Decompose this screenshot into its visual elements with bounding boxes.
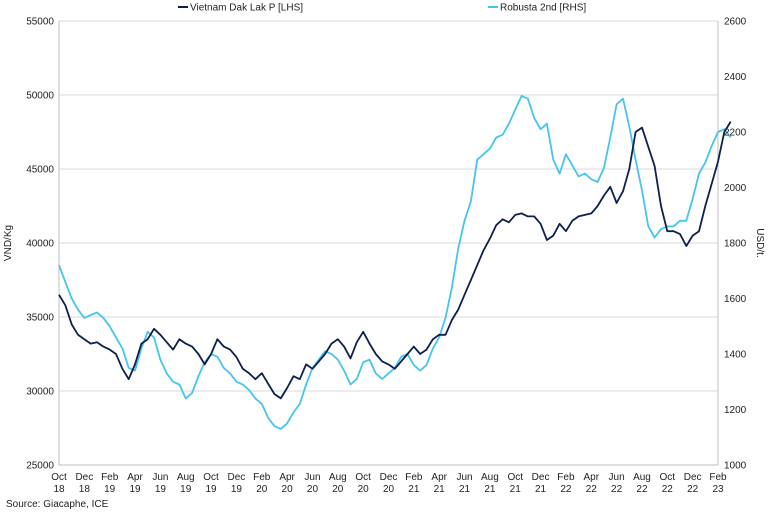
y-left-tick-label: 30000 <box>26 387 54 398</box>
series-line-dak-lak <box>58 121 732 400</box>
x-tick-year: 19 <box>129 484 141 495</box>
x-tick-month: Dec <box>532 472 550 483</box>
y-left-tick-label: 25000 <box>26 461 54 472</box>
x-tick-month: Oct <box>203 472 219 483</box>
x-tick-year: 20 <box>332 484 344 495</box>
x-tick-year: 23 <box>712 484 724 495</box>
y-left-tick-label: 40000 <box>26 239 54 250</box>
x-tick-month: Feb <box>709 472 727 483</box>
y-right-tick-label: 2400 <box>724 72 747 83</box>
x-tick-month: Aug <box>329 472 347 483</box>
x-tick-month: Dec <box>228 472 246 483</box>
x-tick-year: 20 <box>307 484 319 495</box>
x-tick-year: 19 <box>231 484 243 495</box>
x-tick-year: 22 <box>687 484 699 495</box>
x-tick-year: 20 <box>383 484 395 495</box>
x-tick-year: 20 <box>358 484 370 495</box>
series-line-robusta <box>58 95 732 430</box>
x-tick-month: Jun <box>456 472 472 483</box>
gridlines <box>59 20 718 392</box>
x-tick-month: Dec <box>684 472 702 483</box>
y-left-tick-label: 35000 <box>26 313 54 324</box>
y-right-tick-label: 1800 <box>724 239 747 250</box>
x-tick-month: Oct <box>660 472 676 483</box>
x-tick-year: 19 <box>206 484 218 495</box>
y-right-tick-label: 1200 <box>724 405 747 416</box>
y-right-tick-label: 2600 <box>724 17 747 28</box>
x-tick-year: 18 <box>53 484 65 495</box>
x-tick-month: Feb <box>405 472 423 483</box>
x-tick-year: 20 <box>282 484 294 495</box>
x-tick-month: Feb <box>253 472 271 483</box>
x-tick-month: Oct <box>507 472 523 483</box>
x-tick-month: Dec <box>75 472 93 483</box>
x-tick-year: 21 <box>510 484 522 495</box>
x-tick-year: 21 <box>535 484 547 495</box>
x-tick-month: Apr <box>583 472 599 483</box>
legend: Vietnam Dak Lak P [LHS] Robusta 2nd [RHS… <box>178 3 586 14</box>
x-tick-year: 21 <box>484 484 496 495</box>
x-tick-year: 22 <box>662 484 674 495</box>
y-right-tick-label: 2200 <box>724 128 747 139</box>
y-axis-right-title: USD/t. <box>754 228 765 257</box>
legend-label-dak-lak: Vietnam Dak Lak P [LHS] <box>190 3 303 14</box>
x-tick-month: Feb <box>557 472 575 483</box>
x-tick-year: 22 <box>611 484 623 495</box>
x-tick-month: Apr <box>431 472 447 483</box>
y-right-tick-label: 1400 <box>724 350 747 361</box>
x-tick-year: 22 <box>560 484 572 495</box>
x-tick-year: 19 <box>180 484 192 495</box>
x-tick-year: 21 <box>459 484 471 495</box>
x-tick-year: 18 <box>79 484 91 495</box>
x-tick-month: Oct <box>355 472 371 483</box>
series-layer <box>58 95 732 430</box>
source-note: Source: Giacaphe, ICE <box>6 499 109 510</box>
x-tick-month: Jun <box>304 472 320 483</box>
y-left-tick-label: 45000 <box>26 165 54 176</box>
x-tick-month: Jun <box>609 472 625 483</box>
y-right-tick-label: 2000 <box>724 183 747 194</box>
x-tick-year: 21 <box>434 484 446 495</box>
x-tick-year: 22 <box>636 484 648 495</box>
x-tick-month: Aug <box>481 472 499 483</box>
y-left-tick-label: 55000 <box>26 17 54 28</box>
left-axis-ticks: 25000 30000 35000 40000 45000 50000 55000 <box>26 17 54 472</box>
legend-label-robusta: Robusta 2nd [RHS] <box>500 3 586 14</box>
x-tick-month: Feb <box>101 472 119 483</box>
x-tick-year: 21 <box>408 484 420 495</box>
x-tick-month: Aug <box>177 472 195 483</box>
y-right-tick-label: 1000 <box>724 461 747 472</box>
x-axis-ticks: Oct18Dec18Feb19Apr19Jun19Aug19Oct19Dec19… <box>51 472 727 495</box>
x-tick-year: 19 <box>155 484 167 495</box>
right-axis-ticks: 1000 1200 1400 1600 1800 2000 2200 2400 2600 <box>724 17 747 472</box>
x-tick-month: Oct <box>51 472 67 483</box>
x-tick-year: 19 <box>104 484 116 495</box>
y-axis-left-title: VND/Kg <box>3 225 14 261</box>
x-tick-month: Aug <box>633 472 651 483</box>
x-tick-month: Jun <box>152 472 168 483</box>
x-tick-month: Dec <box>380 472 398 483</box>
x-tick-year: 22 <box>586 484 598 495</box>
x-tick-month: Apr <box>127 472 143 483</box>
y-left-tick-label: 50000 <box>26 91 54 102</box>
y-right-tick-label: 1600 <box>724 294 747 305</box>
x-tick-month: Apr <box>279 472 295 483</box>
x-tick-year: 20 <box>256 484 268 495</box>
